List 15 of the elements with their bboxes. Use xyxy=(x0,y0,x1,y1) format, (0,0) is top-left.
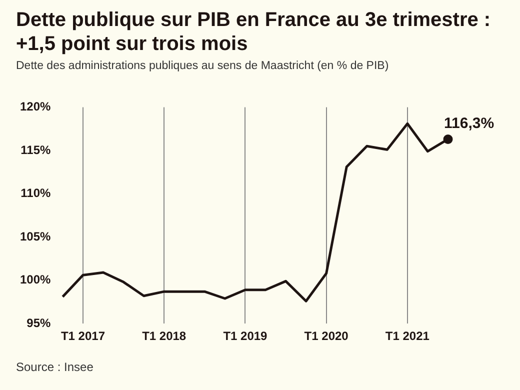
x-tick-label: T1 2020 xyxy=(304,329,349,344)
data-label: 116,3% xyxy=(444,114,494,132)
x-tick-label: T1 2019 xyxy=(223,329,268,344)
y-tick-label: 115% xyxy=(20,142,52,157)
y-tick-label: 105% xyxy=(20,229,52,244)
chart-title: Dette publique sur PIB en France au 3e trimestre : +1,5 point sur trois mois xyxy=(16,8,492,56)
x-tick-label: T1 2018 xyxy=(142,329,186,344)
chart-subtitle: Dette des administrations publiques au sens de Maastricht (en % de PIB) xyxy=(16,60,389,72)
source-note: Source : Insee xyxy=(16,360,94,374)
y-tick-label: 95% xyxy=(26,316,52,330)
x-tick-label: T1 2017 xyxy=(60,329,106,344)
y-tick-label: 100% xyxy=(20,272,52,287)
y-tick-label: 120% xyxy=(20,100,52,114)
x-tick-label: T1 2021 xyxy=(385,329,430,344)
y-tick-label: 110% xyxy=(20,186,52,200)
